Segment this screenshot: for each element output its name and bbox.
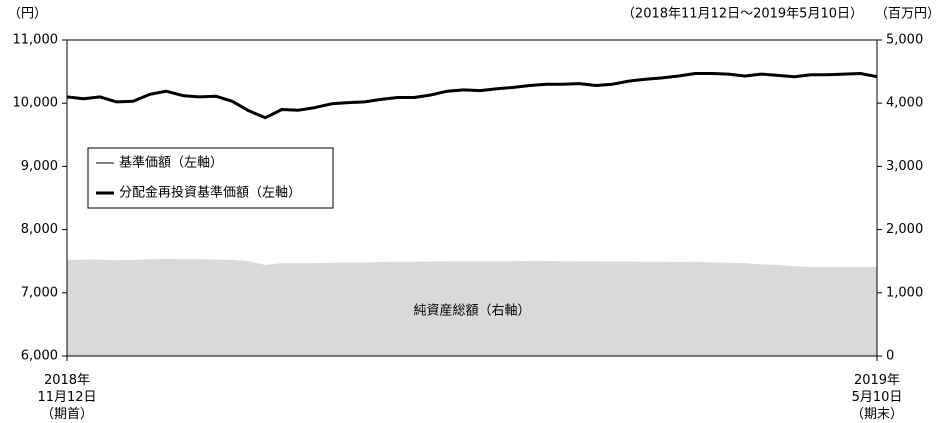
x-tick-label: 2019年 5月10日 （期末）: [851, 373, 903, 422]
x-tick-line: （期首）: [41, 407, 93, 422]
x-tick-line: 5月10日: [852, 390, 903, 405]
left-unit: （円）: [8, 7, 47, 22]
y-tick-label: 8,000: [21, 222, 58, 237]
x-tick-line: 2018年: [44, 373, 90, 388]
x-tick-line: （期末）: [851, 407, 903, 422]
price-line: [66, 72, 878, 120]
period: （2018年11月12日～2019年5月10日）: [622, 7, 863, 22]
x-tick-line: 2019年: [854, 373, 900, 388]
y-tick-label: 6,000: [21, 349, 58, 364]
net-assets-area: [67, 259, 877, 356]
legend-label: 分配金再投資基準価額（左軸）: [119, 185, 301, 201]
y2-tick-label: 4,000: [886, 96, 923, 111]
plot-frame: [66, 39, 878, 357]
y2-tick-label: 3,000: [886, 159, 923, 174]
y2-tick-label: 1,000: [886, 285, 923, 300]
y2-tick-label: 5,000: [886, 33, 923, 48]
legend-box: [87, 147, 334, 209]
x-tick-label: 2018年 11月12日 （期首）: [37, 373, 96, 422]
x-tick-line: 11月12日: [37, 390, 96, 405]
y-tick-label: 10,000: [13, 96, 59, 111]
y-tick-label: 9,000: [21, 159, 58, 174]
legend-label: 基準価額（左軸）: [119, 155, 223, 171]
area-label: 純資産総額（右軸）: [413, 303, 530, 319]
y2-tick-label: 2,000: [886, 222, 923, 237]
y2-tick-label: 0: [886, 349, 894, 364]
y-tick-label: 11,000: [13, 33, 59, 48]
right-unit: （百万円）: [875, 7, 940, 22]
y-tick-label: 7,000: [21, 285, 58, 300]
